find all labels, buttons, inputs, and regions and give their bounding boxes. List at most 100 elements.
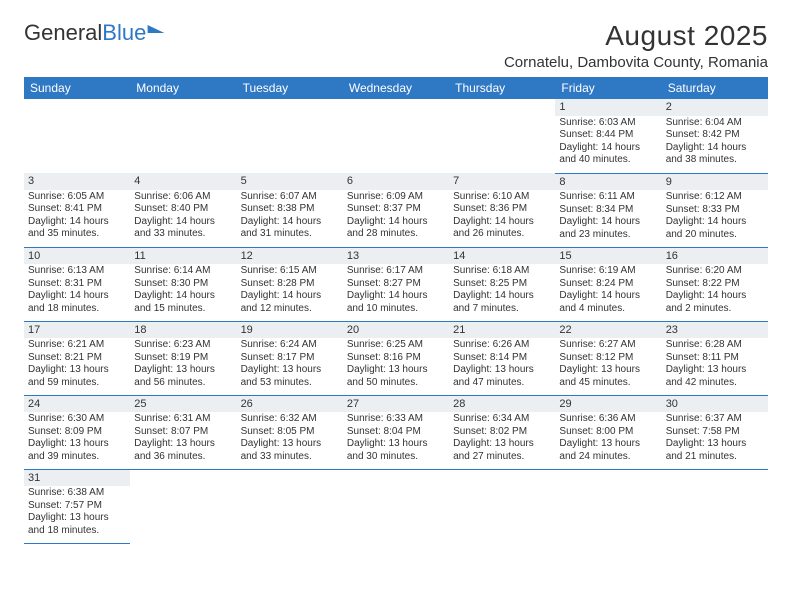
daylight-text: and 35 minutes. bbox=[28, 228, 126, 241]
day-number: 1 bbox=[555, 99, 661, 116]
sunset-text: Sunset: 8:02 PM bbox=[453, 426, 551, 439]
sunrise-text: Sunrise: 6:04 AM bbox=[666, 117, 764, 130]
calendar-cell: 3Sunrise: 6:05 AMSunset: 8:41 PMDaylight… bbox=[24, 173, 130, 247]
day-number: 8 bbox=[555, 174, 661, 191]
calendar-cell: 21Sunrise: 6:26 AMSunset: 8:14 PMDayligh… bbox=[449, 321, 555, 395]
daylight-text: Daylight: 13 hours bbox=[28, 364, 126, 377]
calendar-cell: 23Sunrise: 6:28 AMSunset: 8:11 PMDayligh… bbox=[662, 321, 768, 395]
calendar-cell: 29Sunrise: 6:36 AMSunset: 8:00 PMDayligh… bbox=[555, 395, 661, 469]
sunrise-text: Sunrise: 6:37 AM bbox=[666, 413, 764, 426]
daylight-text: Daylight: 14 hours bbox=[241, 290, 339, 303]
calendar-cell: 1Sunrise: 6:03 AMSunset: 8:44 PMDaylight… bbox=[555, 99, 661, 173]
sunrise-text: Sunrise: 6:28 AM bbox=[666, 339, 764, 352]
dayname: Sunday bbox=[24, 77, 130, 99]
day-number: 24 bbox=[24, 396, 130, 413]
sunrise-text: Sunrise: 6:23 AM bbox=[134, 339, 232, 352]
daylight-text: and 7 minutes. bbox=[453, 303, 551, 316]
daylight-text: Daylight: 13 hours bbox=[28, 512, 126, 525]
calendar-cell: 2Sunrise: 6:04 AMSunset: 8:42 PMDaylight… bbox=[662, 99, 768, 173]
sunset-text: Sunset: 8:11 PM bbox=[666, 352, 764, 365]
daylight-text: Daylight: 13 hours bbox=[241, 438, 339, 451]
sunrise-text: Sunrise: 6:24 AM bbox=[241, 339, 339, 352]
daylight-text: Daylight: 14 hours bbox=[666, 290, 764, 303]
sunrise-text: Sunrise: 6:07 AM bbox=[241, 191, 339, 204]
day-number: 27 bbox=[343, 396, 449, 413]
sunset-text: Sunset: 8:09 PM bbox=[28, 426, 126, 439]
day-number: 15 bbox=[555, 248, 661, 265]
sunrise-text: Sunrise: 6:34 AM bbox=[453, 413, 551, 426]
calendar-cell bbox=[237, 99, 343, 173]
sunrise-text: Sunrise: 6:38 AM bbox=[28, 487, 126, 500]
day-number: 23 bbox=[662, 322, 768, 339]
day-number: 20 bbox=[343, 322, 449, 339]
daylight-text: and 47 minutes. bbox=[453, 377, 551, 390]
sunset-text: Sunset: 8:34 PM bbox=[559, 204, 657, 217]
day-number: 19 bbox=[237, 322, 343, 339]
daylight-text: Daylight: 14 hours bbox=[453, 216, 551, 229]
daylight-text: Daylight: 13 hours bbox=[347, 438, 445, 451]
daylight-text: Daylight: 13 hours bbox=[134, 364, 232, 377]
day-number: 18 bbox=[130, 322, 236, 339]
daylight-text: Daylight: 14 hours bbox=[453, 290, 551, 303]
sunrise-text: Sunrise: 6:20 AM bbox=[666, 265, 764, 278]
sunset-text: Sunset: 8:14 PM bbox=[453, 352, 551, 365]
calendar-cell: 17Sunrise: 6:21 AMSunset: 8:21 PMDayligh… bbox=[24, 321, 130, 395]
sunrise-text: Sunrise: 6:31 AM bbox=[134, 413, 232, 426]
sunset-text: Sunset: 8:36 PM bbox=[453, 203, 551, 216]
daylight-text: Daylight: 13 hours bbox=[453, 438, 551, 451]
daylight-text: and 31 minutes. bbox=[241, 228, 339, 241]
sunset-text: Sunset: 8:07 PM bbox=[134, 426, 232, 439]
sunset-text: Sunset: 8:22 PM bbox=[666, 278, 764, 291]
sunset-text: Sunset: 8:04 PM bbox=[347, 426, 445, 439]
dayname: Tuesday bbox=[237, 77, 343, 99]
daylight-text: Daylight: 14 hours bbox=[28, 290, 126, 303]
location: Cornatelu, Dambovita County, Romania bbox=[504, 54, 768, 71]
calendar-row: 1Sunrise: 6:03 AMSunset: 8:44 PMDaylight… bbox=[24, 99, 768, 173]
sunrise-text: Sunrise: 6:13 AM bbox=[28, 265, 126, 278]
calendar-cell: 13Sunrise: 6:17 AMSunset: 8:27 PMDayligh… bbox=[343, 247, 449, 321]
daylight-text: and 18 minutes. bbox=[28, 303, 126, 316]
calendar-cell: 16Sunrise: 6:20 AMSunset: 8:22 PMDayligh… bbox=[662, 247, 768, 321]
daylight-text: and 24 minutes. bbox=[559, 451, 657, 464]
day-number: 9 bbox=[662, 174, 768, 191]
sunset-text: Sunset: 8:28 PM bbox=[241, 278, 339, 291]
sunrise-text: Sunrise: 6:11 AM bbox=[559, 191, 657, 204]
sunset-text: Sunset: 8:40 PM bbox=[134, 203, 232, 216]
sunrise-text: Sunrise: 6:25 AM bbox=[347, 339, 445, 352]
sunrise-text: Sunrise: 6:05 AM bbox=[28, 191, 126, 204]
day-number: 30 bbox=[662, 396, 768, 413]
sunset-text: Sunset: 8:00 PM bbox=[559, 426, 657, 439]
calendar-table: Sunday Monday Tuesday Wednesday Thursday… bbox=[24, 77, 768, 544]
day-number: 16 bbox=[662, 248, 768, 265]
daylight-text: and 30 minutes. bbox=[347, 451, 445, 464]
sunset-text: Sunset: 8:05 PM bbox=[241, 426, 339, 439]
daylight-text: and 2 minutes. bbox=[666, 303, 764, 316]
day-number: 6 bbox=[343, 173, 449, 190]
calendar-row: 24Sunrise: 6:30 AMSunset: 8:09 PMDayligh… bbox=[24, 395, 768, 469]
sunset-text: Sunset: 8:17 PM bbox=[241, 352, 339, 365]
calendar-cell bbox=[343, 99, 449, 173]
daylight-text: Daylight: 13 hours bbox=[559, 438, 657, 451]
sunset-text: Sunset: 8:21 PM bbox=[28, 352, 126, 365]
sunset-text: Sunset: 8:24 PM bbox=[559, 278, 657, 291]
daylight-text: Daylight: 14 hours bbox=[559, 142, 657, 155]
sunrise-text: Sunrise: 6:06 AM bbox=[134, 191, 232, 204]
day-number: 13 bbox=[343, 248, 449, 265]
daylight-text: Daylight: 14 hours bbox=[559, 216, 657, 229]
calendar-cell: 27Sunrise: 6:33 AMSunset: 8:04 PMDayligh… bbox=[343, 395, 449, 469]
calendar-cell bbox=[343, 469, 449, 543]
daylight-text: and 59 minutes. bbox=[28, 377, 126, 390]
daylight-text: and 28 minutes. bbox=[347, 228, 445, 241]
daylight-text: Daylight: 14 hours bbox=[134, 216, 232, 229]
calendar-cell: 19Sunrise: 6:24 AMSunset: 8:17 PMDayligh… bbox=[237, 321, 343, 395]
dayname: Saturday bbox=[662, 77, 768, 99]
daylight-text: Daylight: 13 hours bbox=[241, 364, 339, 377]
day-number: 17 bbox=[24, 322, 130, 339]
calendar-cell: 20Sunrise: 6:25 AMSunset: 8:16 PMDayligh… bbox=[343, 321, 449, 395]
calendar-cell: 12Sunrise: 6:15 AMSunset: 8:28 PMDayligh… bbox=[237, 247, 343, 321]
sunrise-text: Sunrise: 6:27 AM bbox=[559, 339, 657, 352]
calendar-row: 31Sunrise: 6:38 AMSunset: 7:57 PMDayligh… bbox=[24, 469, 768, 543]
dayname: Thursday bbox=[449, 77, 555, 99]
day-number: 2 bbox=[662, 99, 768, 116]
day-number: 25 bbox=[130, 396, 236, 413]
